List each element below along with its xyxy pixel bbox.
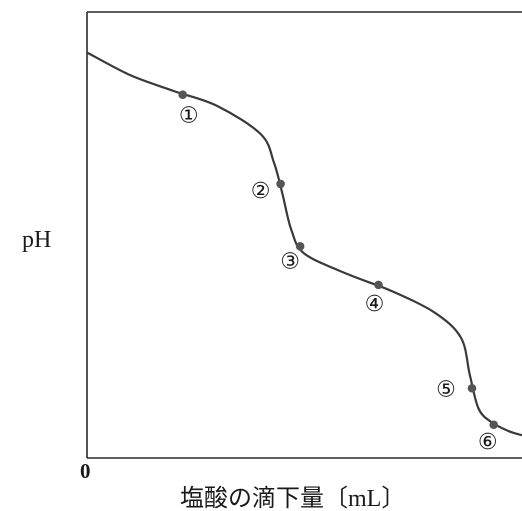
- point-marker-3: [295, 242, 305, 251]
- point-marker-4: [374, 280, 383, 290]
- point-label-6: ⑥: [478, 430, 498, 455]
- marked-points: ① ② ③ ④ ⑤ ⑥: [178, 90, 499, 455]
- point-label-3: ③: [280, 249, 300, 274]
- x-tick-label: 0: [80, 459, 91, 483]
- point-marker-2: [276, 179, 285, 189]
- point-label-1: ①: [179, 104, 199, 129]
- point-label-5: ⑤: [436, 377, 456, 402]
- point-marker-6: [489, 420, 499, 430]
- x-axis-label: 塩酸の滴下量〔mL〕: [180, 485, 405, 511]
- point-label-4: ④: [365, 292, 385, 317]
- point-label-2: ②: [251, 179, 271, 204]
- titration-curve: [86, 51, 522, 437]
- point-marker-5: [467, 383, 477, 393]
- point-marker-1: [178, 90, 187, 100]
- y-axis-label: pH: [22, 227, 51, 253]
